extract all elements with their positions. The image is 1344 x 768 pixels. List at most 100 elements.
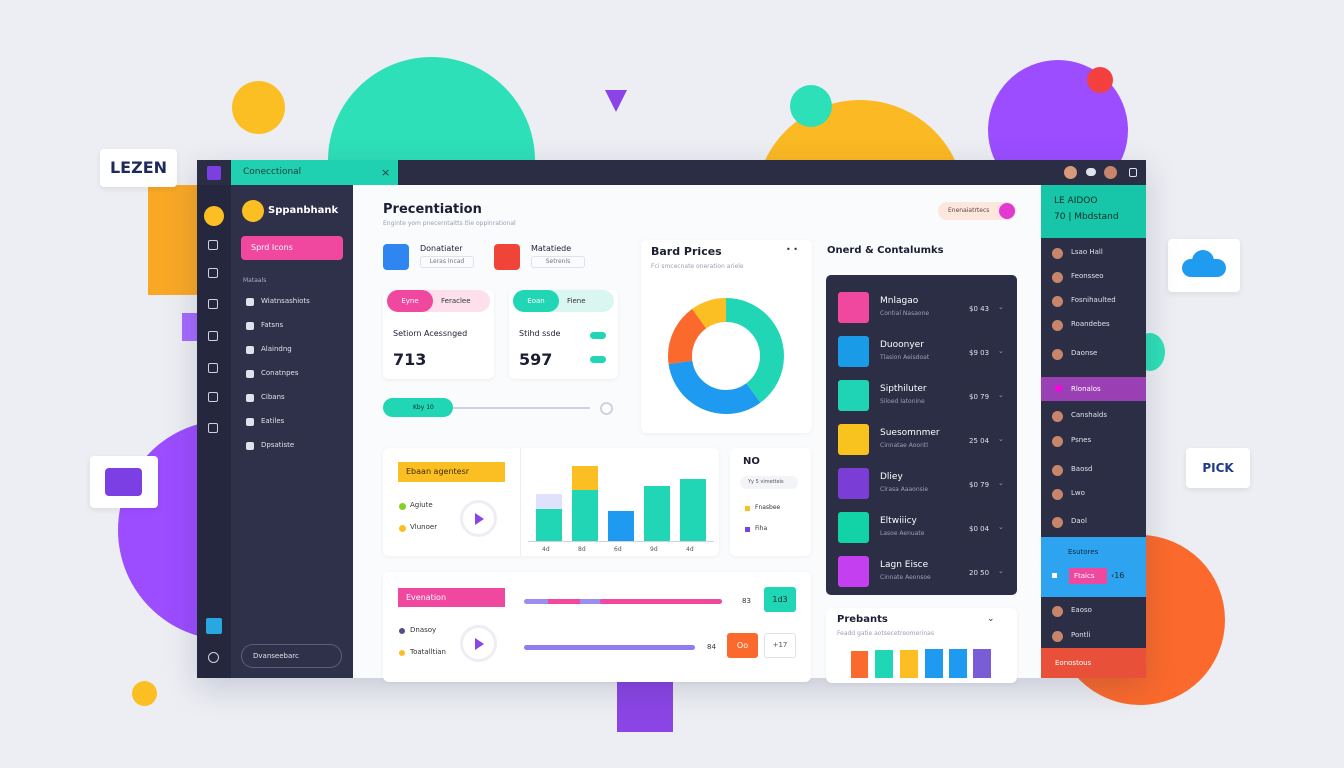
- action-button[interactable]: 1d3: [764, 587, 796, 612]
- bar: [572, 490, 598, 541]
- x-label: 4d: [686, 546, 694, 553]
- rail-icon[interactable]: [208, 268, 218, 278]
- card-tab[interactable]: Eyne: [387, 290, 433, 312]
- list-icon: [838, 556, 869, 587]
- action-button[interactable]: +17: [764, 633, 796, 658]
- icon[interactable]: [1086, 168, 1096, 176]
- list-icon: [838, 380, 869, 411]
- avatar: [1052, 411, 1063, 422]
- avatar: [1052, 436, 1063, 447]
- right-item[interactable]: Psnes: [1071, 436, 1092, 444]
- tab[interactable]: Conecctional: [231, 160, 398, 185]
- legend-dot: [399, 503, 406, 510]
- cloud-icon: [1192, 250, 1214, 272]
- primary-button[interactable]: Sprd Icons: [241, 236, 343, 260]
- toggle[interactable]: [590, 356, 606, 363]
- list-value: 25 04: [969, 437, 990, 445]
- right-item[interactable]: Daonse: [1071, 349, 1098, 357]
- list-value: $0 79: [969, 393, 990, 401]
- list-sub: Tlasion Aeisdoat: [880, 354, 930, 361]
- nav-item[interactable]: Eatiles: [261, 417, 285, 425]
- nav-item[interactable]: Dpsatiste: [261, 441, 295, 449]
- chevron[interactable]: ⌄: [998, 523, 1004, 531]
- list-name: Dliey: [880, 472, 903, 482]
- avatar: [1104, 166, 1117, 179]
- list-sub: Contial Nasaone: [880, 310, 930, 317]
- rail-icon[interactable]: [206, 618, 222, 634]
- card-tab[interactable]: Eoan: [513, 290, 559, 312]
- rail-icon[interactable]: [208, 240, 218, 250]
- legend-label: Fnasbee: [755, 504, 781, 511]
- stat-title: Donatiater: [420, 244, 463, 253]
- bar: [680, 479, 706, 541]
- rail-icon[interactable]: [208, 299, 218, 309]
- play-icon: [475, 513, 484, 525]
- rail-icon[interactable]: [208, 652, 219, 663]
- sidebar-footer[interactable]: Dvanseebarc: [241, 644, 342, 668]
- stat-sub: Setrenls: [531, 256, 585, 268]
- right-item[interactable]: Baosd: [1071, 465, 1093, 473]
- chevron[interactable]: ⌄: [998, 303, 1004, 311]
- panel-title: NO: [743, 456, 760, 467]
- chevron[interactable]: ⌄: [987, 614, 995, 624]
- stat-title: Matatiede: [531, 244, 572, 253]
- card-label: Setiorn Acessnged: [393, 329, 468, 338]
- right-item[interactable]: Daol: [1071, 517, 1087, 525]
- slider-knob[interactable]: [600, 402, 613, 415]
- stat-icon: [494, 244, 520, 270]
- brand-name: Sppanbhank: [268, 205, 339, 216]
- rail-icon[interactable]: [208, 392, 218, 402]
- right-item[interactable]: Pontli: [1071, 631, 1091, 639]
- rail-icon[interactable]: [208, 363, 218, 373]
- mini-bar: [925, 649, 943, 678]
- x-label: 6d: [614, 546, 622, 553]
- list-sub: Lasoe Aenuate: [880, 530, 925, 537]
- stat-sub: Leras Incad: [420, 256, 474, 268]
- toggle[interactable]: [590, 332, 606, 339]
- right-footer[interactable]: Eonostous: [1041, 648, 1146, 678]
- right-item[interactable]: Fosnihaulted: [1071, 296, 1116, 304]
- baseline: [528, 541, 714, 542]
- card-tab[interactable]: Feraclee: [441, 297, 471, 305]
- rail-icon[interactable]: [208, 423, 218, 433]
- progress-fill: [600, 599, 722, 604]
- nav-item[interactable]: Conatnpes: [261, 369, 299, 377]
- rail-icon[interactable]: [208, 331, 218, 341]
- header-badge[interactable]: Enenaiatrtecs: [938, 202, 1016, 220]
- blue-value: ‹16: [1111, 571, 1125, 580]
- nav-item[interactable]: Cibans: [261, 393, 285, 401]
- right-item[interactable]: Eaoso: [1071, 606, 1092, 614]
- slider-pill[interactable]: Kby 10: [383, 398, 453, 417]
- mini-bar: [900, 650, 918, 678]
- chevron[interactable]: ⌄: [998, 391, 1004, 399]
- right-item[interactable]: Feonsseo: [1071, 272, 1104, 280]
- panel-title: Bard Prices: [651, 245, 722, 258]
- page-subtitle: Enginte yom pnecerntaitts tlie oppinrati…: [383, 220, 516, 227]
- chevron[interactable]: ⌄: [998, 435, 1004, 443]
- right-item[interactable]: Lsao Hall: [1071, 248, 1103, 256]
- nav-item[interactable]: Alaindng: [261, 345, 292, 353]
- menu-dots[interactable]: • •: [786, 245, 798, 254]
- list-icon: [838, 336, 869, 367]
- chevron[interactable]: ⌄: [998, 567, 1004, 575]
- right-item[interactable]: Lwo: [1071, 489, 1085, 497]
- tab-close[interactable]: ×: [381, 166, 391, 179]
- nav-item[interactable]: Fatsns: [261, 321, 284, 329]
- chevron[interactable]: ⌄: [998, 347, 1004, 355]
- right-item[interactable]: Canshalds: [1071, 411, 1108, 419]
- blue-chip[interactable]: Ftaics: [1069, 568, 1107, 584]
- right-item[interactable]: Roandebes: [1071, 320, 1110, 328]
- icon[interactable]: [1129, 168, 1137, 177]
- avatar: [1052, 465, 1063, 476]
- highlight-dot: [1055, 385, 1062, 392]
- rail-icon[interactable]: [204, 206, 224, 226]
- list-icon: [838, 424, 869, 455]
- list-icon: [838, 292, 869, 323]
- list-name: Duoonyer: [880, 340, 924, 350]
- brand-avatar: [242, 200, 264, 222]
- action-button[interactable]: Oo: [727, 633, 758, 658]
- chevron[interactable]: ⌄: [998, 479, 1004, 487]
- card-tab[interactable]: Fiene: [567, 297, 586, 305]
- nav-item[interactable]: Wiatnsashiots: [261, 297, 310, 305]
- list-value: $0 04: [969, 525, 990, 533]
